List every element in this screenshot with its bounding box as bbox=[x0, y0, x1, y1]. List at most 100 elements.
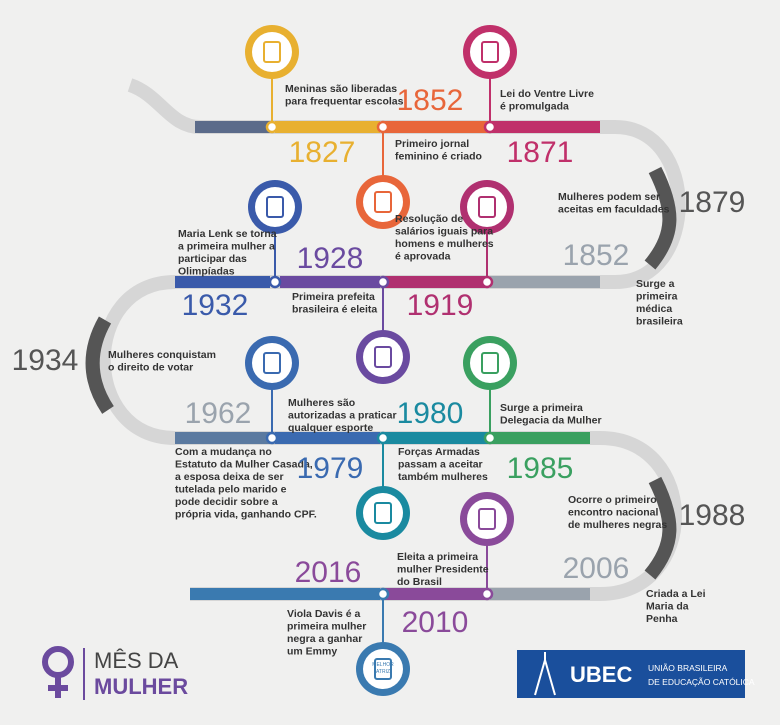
event-year: 1827 bbox=[289, 136, 356, 169]
pin-face bbox=[470, 32, 510, 72]
pin-face bbox=[255, 187, 295, 227]
event-text: é aprovada bbox=[395, 251, 451, 263]
event-text: Primeiro jornal bbox=[395, 138, 469, 150]
event-text: um Emmy bbox=[287, 646, 337, 658]
road bbox=[96, 78, 686, 601]
badge-text: MELHOR bbox=[372, 662, 394, 668]
event-text: Olimpíadas bbox=[178, 266, 235, 278]
pin-dot bbox=[483, 120, 497, 134]
event-text: o direito de votar bbox=[108, 362, 193, 374]
event-text: aceitas em faculdades bbox=[558, 204, 670, 216]
footer-title: MULHER bbox=[94, 674, 188, 699]
pin-dot bbox=[376, 587, 390, 601]
event-text: Mulheres são bbox=[288, 397, 355, 409]
event-text: Eleita a primeira bbox=[397, 551, 478, 563]
logo-box bbox=[517, 650, 745, 698]
pin-face bbox=[363, 649, 403, 689]
event-text: Estatuto da Mulher Casada, bbox=[175, 459, 313, 471]
event-text: para frequentar escolas bbox=[285, 96, 404, 108]
pin-face bbox=[363, 182, 403, 222]
pin-dot bbox=[376, 275, 390, 289]
footer-brand: MÊS DA MULHER bbox=[42, 646, 188, 700]
pin-face bbox=[470, 343, 510, 383]
event-text: Criada a Lei bbox=[646, 588, 706, 600]
pin-face bbox=[363, 493, 403, 533]
event-text: Ocorre o primeiro bbox=[568, 494, 657, 506]
event-text: Primeira prefeita bbox=[292, 291, 375, 303]
pin-face bbox=[467, 187, 507, 227]
event-text: qualquer esporte bbox=[288, 422, 373, 434]
event-text: Forças Armadas bbox=[398, 446, 480, 458]
event-text: Maria Lenk se torna bbox=[178, 228, 277, 240]
event-year: 1985 bbox=[507, 452, 574, 485]
pin-dot bbox=[376, 431, 390, 445]
event-text: Penha bbox=[646, 613, 678, 625]
pin-icon bbox=[374, 502, 392, 524]
pin-icon bbox=[478, 508, 496, 530]
event-text: mulher Presidente bbox=[397, 564, 489, 576]
event-year: 1962 bbox=[185, 397, 252, 430]
event-text: própria vida, ganhando CPF. bbox=[175, 509, 317, 521]
pin-dot bbox=[483, 431, 497, 445]
event-text: Mulheres conquistam bbox=[108, 349, 216, 361]
event-text: Mulheres podem ser bbox=[558, 191, 660, 203]
event-text: a primeira mulher a bbox=[178, 241, 275, 253]
road-curve bbox=[644, 166, 677, 270]
pin-icon bbox=[478, 196, 496, 218]
pin-dot bbox=[268, 275, 282, 289]
event-text: negra a ganhar bbox=[287, 633, 362, 645]
logo-icon bbox=[534, 652, 556, 696]
event-year: 1919 bbox=[407, 289, 474, 322]
pin-icon bbox=[263, 352, 281, 374]
pin-icon bbox=[374, 658, 392, 680]
event-text: participar das bbox=[178, 253, 247, 265]
pin-icon bbox=[266, 196, 284, 218]
event-text: Resolução de bbox=[395, 213, 463, 225]
event-text: feminino é criado bbox=[395, 151, 482, 163]
pin-icon bbox=[263, 41, 281, 63]
road-curve bbox=[644, 476, 677, 580]
event-year: 1852 bbox=[397, 84, 464, 117]
event-text: homens e mulheres bbox=[395, 238, 494, 250]
event-text: salários iguais para bbox=[395, 226, 493, 238]
pin-dot bbox=[376, 120, 390, 134]
event-text: passam a aceitar bbox=[398, 459, 483, 471]
logo-text: UBEC bbox=[570, 662, 632, 687]
pin-face bbox=[252, 343, 292, 383]
org-name: UNIÃO BRASILEIRA bbox=[648, 663, 728, 673]
event-text: encontro nacional bbox=[568, 507, 659, 519]
event-year: 2010 bbox=[402, 606, 469, 639]
venus-icon bbox=[48, 675, 68, 698]
event-text: a esposa deixa de ser bbox=[175, 471, 284, 483]
event-text: do Brasil bbox=[397, 576, 442, 588]
road-curve bbox=[85, 316, 114, 414]
event-text: tutelada pelo marido e bbox=[175, 484, 287, 496]
event-text: Maria da bbox=[646, 601, 689, 613]
event-text: Com a mudança no bbox=[175, 446, 272, 458]
org-name: DE EDUCAÇÃO CATÓLICA bbox=[648, 677, 755, 687]
event-text: primeira bbox=[636, 291, 678, 303]
pin-dot bbox=[480, 587, 494, 601]
event-text: pode decidir sobre a bbox=[175, 496, 278, 508]
event-year: 2006 bbox=[563, 552, 630, 585]
event-text: médica bbox=[636, 303, 672, 315]
footer-title: MÊS DA bbox=[94, 648, 179, 673]
event-text: também mulheres bbox=[398, 471, 488, 483]
event-text: é promulgada bbox=[500, 101, 569, 113]
event-text: brasileira é eleita bbox=[292, 304, 377, 316]
event-year: 1980 bbox=[397, 397, 464, 430]
pin-icon bbox=[481, 41, 499, 63]
event-year: 1871 bbox=[507, 136, 574, 169]
pin-icon bbox=[374, 191, 392, 213]
event-text: Viola Davis é a bbox=[287, 608, 361, 620]
event-text: Meninas são liberadas bbox=[285, 83, 397, 95]
event-year: 1852 bbox=[563, 239, 630, 272]
event-text: Lei do Ventre Livre bbox=[500, 88, 594, 100]
event-text: de mulheres negras bbox=[568, 519, 667, 531]
event-text: autorizadas a praticar bbox=[288, 410, 397, 422]
event-text: Surge a primeira bbox=[500, 402, 583, 414]
pin-dot bbox=[480, 275, 494, 289]
ubec-logo: UBEC UNIÃO BRASILEIRA DE EDUCAÇÃO CATÓLI… bbox=[517, 650, 755, 698]
pin-dot bbox=[265, 431, 279, 445]
event-text: primeira mulher bbox=[287, 621, 366, 633]
